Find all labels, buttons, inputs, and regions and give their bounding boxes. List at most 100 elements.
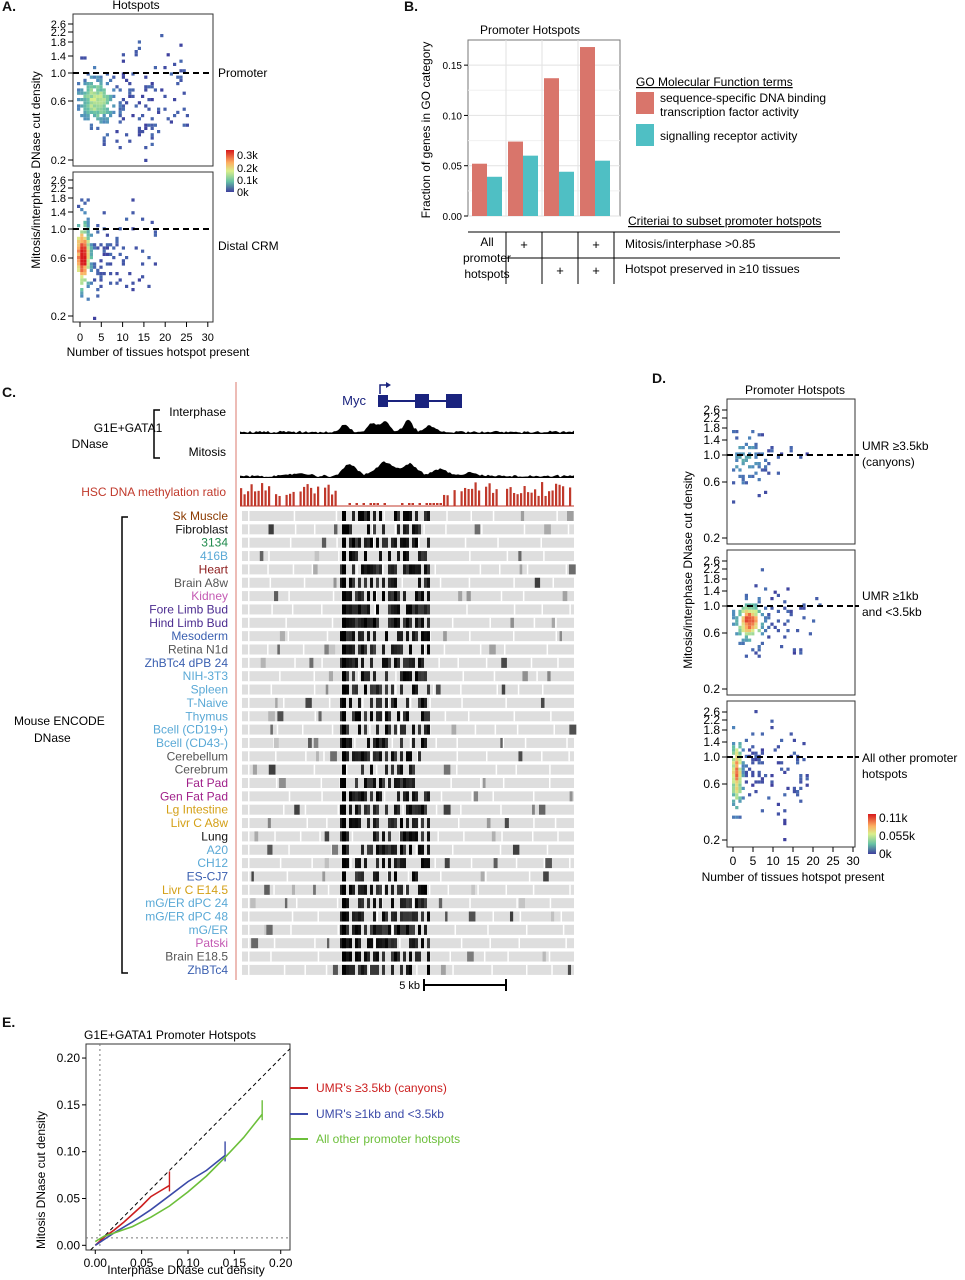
panel-e-ytick: 0.10 — [57, 1145, 81, 1159]
panel-a-ytick: 0.6 — [51, 253, 66, 265]
panel-b-legend-swatch — [636, 92, 654, 114]
panel-d-ytick: 2.2 — [703, 562, 720, 576]
panel-d-xtick: 25 — [826, 854, 840, 868]
panel-d-ytick: 1.4 — [703, 584, 720, 598]
tissue-label: Brain E18.5 — [165, 950, 228, 964]
tissue-dnase-track — [242, 684, 574, 695]
panel-d-xtick: 20 — [806, 854, 820, 868]
tissue-label: Hind Limb Bud — [149, 616, 228, 630]
panel-b-criteria-row: Mitosis/interphase >0.85 — [625, 237, 756, 251]
encode-group-label: Mouse ENCODE — [14, 714, 105, 728]
panel-d-frame-1 — [726, 398, 856, 545]
panel-d-ytick: 0.2 — [703, 833, 720, 847]
tissue-label: Fibroblast — [175, 522, 228, 536]
panel-letter-b: B. — [404, 0, 418, 14]
panel-letter-c: C. — [2, 384, 16, 400]
panel-d-ytick: 2.2 — [703, 713, 720, 727]
panel-a-ytick: 0.2 — [51, 311, 66, 323]
panel-b-first-col: hotspots — [464, 267, 509, 281]
tissue-label: 416B — [200, 549, 228, 563]
panel-e-frame — [85, 1043, 291, 1251]
tissue-dnase-track — [242, 791, 574, 802]
tissue-dnase-track — [242, 657, 574, 668]
panel-d-colorbar — [868, 814, 876, 854]
panel-d-ytick: 0.6 — [703, 777, 720, 791]
panel-a-distal-heatmap — [77, 198, 157, 320]
tissue-dnase-track — [242, 911, 574, 922]
panel-e-series-line — [94, 1154, 226, 1246]
panel-b-plus: + — [520, 237, 528, 252]
panel-e-xtick: 0.20 — [269, 1256, 293, 1270]
panel-b-bar — [487, 176, 502, 216]
panel-a-xtick: 10 — [116, 332, 128, 344]
panel-a-ytick: 1.4 — [51, 51, 66, 63]
panel-b-bar — [508, 141, 523, 216]
tissue-dnase-track — [242, 951, 574, 962]
tissue-label: Mesoderm — [171, 629, 228, 643]
panel-b-ylabel: Fraction of genes in GO category — [419, 42, 433, 219]
tissue-label: Lung — [201, 829, 228, 843]
panel-d-frame-2 — [726, 549, 856, 696]
tissue-label: Kidney — [191, 589, 228, 603]
panel-d-ytick: 1.4 — [703, 433, 720, 447]
panel-d-ytick: 0.2 — [703, 682, 720, 696]
panel-d-ytick: 2.6 — [703, 403, 720, 417]
tissue-dnase-track — [242, 778, 574, 788]
tissue-dnase-track — [242, 577, 574, 588]
panel-d-canyon-heatmap — [732, 430, 809, 504]
panel-a-ytick: 1.8 — [51, 37, 66, 49]
panel-letter-e: E. — [2, 1014, 16, 1030]
myc-gene-model — [378, 382, 462, 408]
panel-b-first-col: promoter — [463, 251, 511, 265]
panel-d-xtick: 30 — [846, 854, 860, 868]
tissue-label: Spleen — [191, 683, 228, 697]
panel-d-label: UMR ≥3.5kb — [862, 439, 929, 453]
panel-a-xtick: 0 — [77, 332, 83, 344]
panel-d-ytick: 1.8 — [703, 421, 720, 435]
tissue-label: Lg Intestine — [166, 803, 228, 817]
tissue-dnase-track — [242, 697, 574, 708]
panel-d-ytick: 2.2 — [703, 411, 720, 425]
panel-a-ytick: 0.2 — [51, 155, 66, 167]
panel-d-legend-tick: 0.11k — [879, 811, 908, 825]
tissue-label: ES-CJ7 — [187, 869, 229, 883]
tissue-dnase-track — [242, 737, 574, 748]
panel-a-ylabel: Mitosis/interphase DNase cut density — [29, 71, 43, 268]
panel-a-xtick: 25 — [180, 332, 192, 344]
panel-letter-d: D. — [652, 370, 666, 386]
tissue-dnase-track — [242, 564, 576, 575]
panel-b-ytick: 0.15 — [443, 61, 463, 72]
tissue-label: Gen Fat Pad — [160, 789, 228, 803]
panel-b-legend-label: signalling receptor activity — [660, 129, 797, 143]
tissue-label: Brain A8w — [174, 576, 228, 590]
panel-a-ytick: 1.4 — [51, 207, 66, 219]
panel-a-legend-tick: 0.3k — [237, 150, 258, 162]
panel-e-title: G1E+GATA1 Promoter Hotspots — [84, 1028, 256, 1042]
tissue-label: NIH-3T3 — [183, 669, 229, 683]
tissue-label: mG/ER dPC 24 — [145, 896, 228, 910]
tissue-dnase-track — [242, 644, 574, 655]
tissue-label: Livr C A8w — [171, 816, 229, 830]
tissue-dnase-track — [242, 724, 577, 735]
panel-b-legend-title: GO Molecular Function terms — [636, 75, 793, 89]
tissue-dnase-track — [242, 764, 574, 775]
tissue-label: mG/ER — [189, 923, 229, 937]
panel-b-ytick: 0.05 — [443, 162, 463, 173]
panel-b-bar — [559, 171, 574, 216]
panel-d-ytick: 0.2 — [703, 531, 720, 545]
encode-group-label: DNase — [34, 731, 71, 745]
panel-d-ytick: 1.8 — [703, 723, 720, 737]
panel-d-title: Promoter Hotspots — [745, 383, 845, 397]
panel-d-ytick: 0.6 — [703, 626, 720, 640]
panel-e-xlabel: Interphase DNase cut density — [107, 1263, 264, 1277]
panel-e-series-line — [94, 1184, 170, 1246]
panel-d-legend-tick: 0k — [879, 847, 893, 861]
tissue-dnase-track — [242, 631, 574, 642]
tissue-label: Thymus — [185, 709, 228, 723]
panel-d-ytick: 2.6 — [703, 554, 720, 568]
panel-b-plus: + — [556, 263, 564, 278]
tissue-dnase-track — [242, 964, 574, 975]
panel-e-ylabel: Mitosis DNase cut density — [34, 1111, 48, 1249]
interphase-dnase-track — [240, 419, 574, 434]
panel-d-label: All other promoter — [862, 751, 957, 765]
